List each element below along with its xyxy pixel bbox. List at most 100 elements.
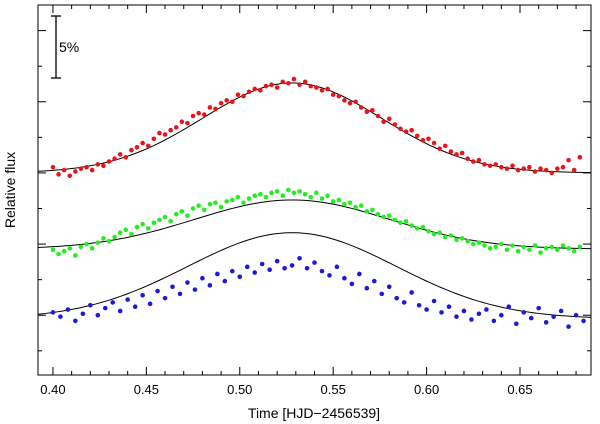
data-point — [398, 220, 403, 226]
data-point — [510, 163, 515, 169]
data-point — [499, 164, 504, 170]
data-point — [67, 246, 73, 251]
data-point — [521, 244, 527, 250]
data-point — [213, 200, 218, 206]
data-point — [291, 76, 297, 82]
data-point — [207, 105, 213, 110]
data-point — [454, 152, 459, 157]
data-point — [420, 137, 426, 143]
data-point — [543, 320, 549, 325]
data-point — [192, 287, 198, 292]
data-points — [50, 76, 586, 329]
scale-bar: 5% — [51, 15, 79, 79]
data-point — [386, 116, 392, 122]
data-point — [521, 310, 527, 315]
data-point — [84, 164, 89, 170]
data-point — [476, 157, 482, 163]
model-curves — [37, 82, 592, 318]
data-point — [442, 234, 448, 240]
data-point — [448, 233, 454, 238]
data-point — [157, 130, 162, 136]
data-point — [327, 273, 332, 278]
data-point — [448, 149, 454, 154]
data-point — [454, 314, 459, 319]
data-point — [190, 206, 196, 211]
data-point — [491, 318, 497, 324]
data-point — [370, 207, 375, 213]
data-point — [224, 98, 229, 103]
data-point — [201, 112, 207, 117]
data-point — [218, 204, 224, 210]
data-point — [527, 164, 532, 170]
data-point — [394, 295, 400, 301]
data-point — [538, 250, 543, 255]
data-point — [342, 201, 347, 207]
data-point — [499, 312, 504, 318]
data-point — [353, 99, 358, 105]
data-point — [566, 324, 571, 329]
data-point — [269, 82, 274, 87]
data-point — [566, 157, 571, 163]
data-point — [439, 310, 444, 315]
data-point — [106, 238, 112, 244]
data-point — [471, 241, 476, 247]
data-point — [560, 164, 566, 170]
data-point — [347, 100, 353, 106]
data-point — [50, 164, 56, 170]
data-point — [414, 133, 420, 139]
data-point — [549, 244, 555, 250]
x-tick-label: 0.40 — [40, 382, 65, 397]
data-point — [155, 288, 160, 294]
data-point — [392, 122, 398, 127]
data-point — [297, 189, 302, 194]
data-point — [244, 264, 250, 270]
data-point — [179, 209, 185, 214]
data-point — [235, 194, 241, 200]
data-point — [577, 154, 583, 160]
data-point — [190, 113, 196, 119]
data-point — [437, 146, 442, 152]
data-point — [379, 291, 385, 297]
data-point — [409, 223, 414, 228]
data-point — [230, 268, 235, 274]
data-point — [347, 200, 353, 206]
data-point — [125, 297, 130, 302]
data-point — [274, 189, 280, 194]
data-point — [110, 300, 116, 305]
data-point — [381, 119, 386, 124]
data-point — [129, 147, 134, 153]
data-point — [282, 265, 287, 271]
data-point — [330, 199, 336, 204]
data-point — [185, 213, 190, 218]
data-point — [314, 85, 319, 90]
x-tick-label: 0.50 — [227, 382, 252, 397]
data-point — [403, 129, 409, 134]
data-point — [521, 166, 527, 171]
data-point — [549, 170, 555, 176]
data-point — [573, 312, 579, 318]
data-point — [145, 226, 151, 231]
data-point — [50, 310, 56, 315]
data-point — [319, 268, 325, 274]
data-point — [215, 271, 220, 277]
data-point — [286, 187, 291, 193]
data-point — [207, 283, 213, 288]
data-point — [140, 293, 145, 298]
data-point — [263, 83, 269, 89]
data-point — [515, 248, 521, 254]
data-point — [218, 100, 224, 106]
data-point — [442, 143, 448, 149]
data-point — [241, 93, 246, 99]
data-point — [88, 302, 93, 308]
data-point — [437, 230, 442, 235]
x-axis-ticks: 0.40 0.45 0.50 0.55 0.60 0.65 — [40, 5, 577, 397]
data-point — [515, 167, 521, 173]
data-point — [312, 260, 317, 265]
data-point — [201, 207, 207, 213]
data-point — [224, 199, 229, 204]
data-point — [263, 194, 269, 200]
model-curve — [37, 199, 592, 250]
data-point — [145, 143, 151, 149]
data-point — [151, 220, 157, 226]
data-point — [173, 211, 179, 217]
